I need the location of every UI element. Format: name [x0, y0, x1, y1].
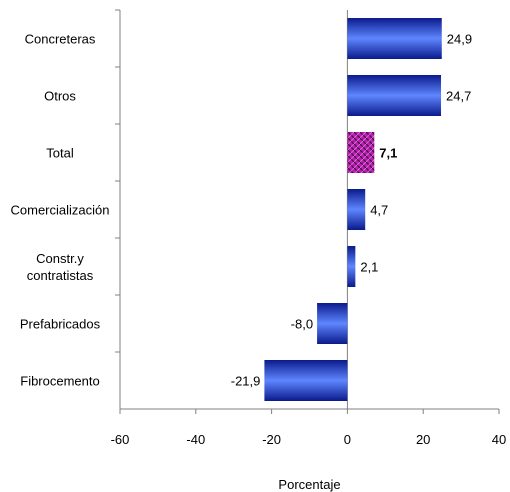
- bar-concreteras: [347, 18, 442, 59]
- category-label: Total: [46, 146, 74, 161]
- value-label: 24,7: [446, 89, 471, 104]
- bar-otros: [347, 75, 442, 116]
- category-label: Prefabricados: [20, 317, 101, 332]
- bar-prefabricados: [317, 303, 348, 344]
- x-tick-label: -40: [186, 432, 205, 447]
- value-label: 24,9: [447, 32, 472, 47]
- value-label: 2,1: [360, 260, 378, 275]
- bar-total: [347, 132, 375, 173]
- category-label: Otros: [44, 89, 76, 104]
- x-tick-label: 40: [492, 432, 506, 447]
- category-label: Constr.y contratistas: [27, 251, 94, 283]
- x-tick-label: -20: [262, 432, 281, 447]
- category-label: Comercialización: [11, 203, 110, 218]
- value-label: 7,1: [379, 146, 397, 161]
- value-label: -8,0: [291, 317, 313, 332]
- x-tick-label: -60: [111, 432, 130, 447]
- plot-area: -60 -40 -20 0 20 40 Concreteras 24,9 Otros 24,7 To…: [11, 9, 506, 447]
- bar-constr-y-contratistas: [347, 246, 356, 287]
- bar-comercializaci-n: [347, 189, 366, 230]
- category-label: Fibrocemento: [20, 374, 99, 389]
- value-label: -21,9: [231, 374, 261, 389]
- bar-fibrocemento: [264, 360, 348, 401]
- x-tick-label: 20: [416, 432, 430, 447]
- value-label: 4,7: [370, 203, 388, 218]
- x-axis-title: Porcentaje: [278, 477, 340, 492]
- category-label: Concreteras: [25, 32, 96, 47]
- x-tick-label: 0: [344, 432, 351, 447]
